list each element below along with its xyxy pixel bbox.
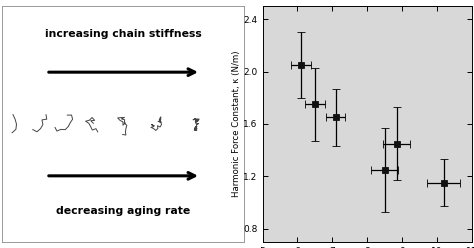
Text: increasing chain stiffness: increasing chain stiffness — [45, 30, 202, 39]
Text: decreasing aging rate: decreasing aging rate — [56, 206, 191, 216]
Y-axis label: Harmonic Force Constant, κ (N/m): Harmonic Force Constant, κ (N/m) — [231, 51, 240, 197]
